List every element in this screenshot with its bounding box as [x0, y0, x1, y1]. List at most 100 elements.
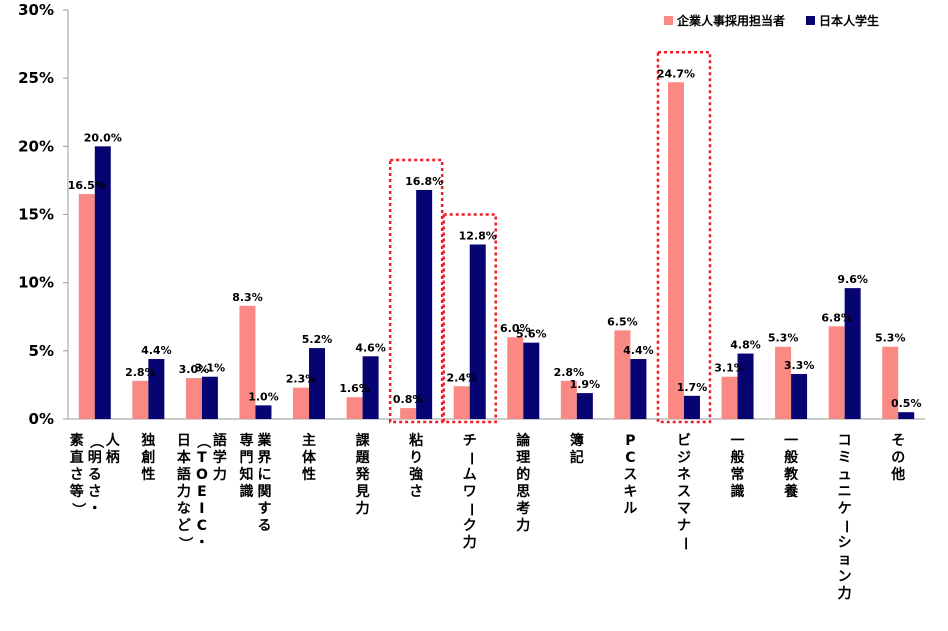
category-label-line: 一般教養 — [784, 433, 799, 500]
bar-series-2 — [630, 359, 647, 419]
data-label-series-2: 4.6% — [355, 341, 386, 354]
data-label-series-2: 1.0% — [248, 390, 279, 403]
category-label-line: 一般常識 — [730, 433, 745, 500]
bar-series-1 — [400, 408, 417, 419]
bar-series-1 — [507, 337, 524, 419]
bar-series-2 — [201, 376, 218, 419]
category-label-line: その他 — [891, 433, 906, 483]
data-label-series-2: 3.3% — [784, 359, 815, 372]
bar-series-2 — [737, 353, 754, 419]
bar-series-1 — [132, 380, 149, 419]
category-label-line: 語学力 — [212, 433, 227, 483]
bar-series-1 — [78, 194, 95, 419]
data-label-series-1: 2.4% — [446, 371, 477, 384]
legend-label-series-2: 日本人学生 — [819, 13, 879, 28]
category-label: ビジネスマナー — [676, 433, 692, 552]
y-tick-label: 30% — [18, 1, 54, 19]
category-label: 課題発見力 — [355, 433, 371, 518]
data-label-series-2: 4.4% — [141, 344, 172, 357]
category-label-line: 業界に関する — [257, 433, 272, 534]
data-label-series-2: 0.5% — [891, 397, 922, 410]
data-label-series-2: 9.6% — [837, 273, 868, 286]
data-label-series-1: 6.8% — [821, 311, 852, 324]
category-label: 一般教養 — [783, 433, 799, 501]
category-label-line: 主体性 — [302, 433, 317, 483]
data-label-series-1: 5.3% — [768, 332, 799, 345]
category-label: チームワーク力 — [462, 433, 478, 552]
category-label-line: コミュニケーション力 — [837, 433, 854, 602]
category-label-line: （T O E I C ・ — [194, 434, 211, 552]
category-label-line: 課題発見力 — [355, 433, 370, 517]
category-label-line: ビジネスマナー — [676, 433, 693, 551]
bar-series-1 — [560, 380, 577, 419]
bar-series-1 — [882, 346, 899, 419]
category-label: 論理的思考力 — [515, 433, 531, 535]
data-label-series-1: 2.8% — [125, 366, 156, 379]
data-label-series-2: 5.2% — [302, 333, 333, 346]
data-label-series-2: 1.9% — [570, 378, 601, 391]
bar-series-2 — [683, 395, 700, 419]
data-label-series-1: 6.0% — [500, 322, 531, 335]
bar-series-1 — [775, 346, 792, 419]
bar-series-2 — [309, 348, 326, 419]
category-label: 独創性 — [140, 433, 156, 484]
bar-series-1 — [828, 326, 845, 419]
data-label-series-1: 2.3% — [286, 373, 317, 386]
category-label-line: チームワーク力 — [462, 433, 479, 551]
category-label: 主体性 — [301, 433, 317, 484]
category-label: 語学力（T O E I C ・日本語力など） — [176, 433, 228, 552]
bar-series-1 — [453, 386, 470, 419]
bar-series-2 — [898, 412, 915, 419]
bar-series-1 — [721, 376, 738, 419]
legend-label-series-1: 企業人事採用担当者 — [676, 13, 785, 28]
bar-series-2 — [362, 356, 379, 419]
highlight-box — [388, 158, 444, 424]
data-label-series-2: 3.1% — [195, 362, 226, 375]
category-label-line: 独創性 — [141, 433, 156, 483]
data-label-series-1: 0.8% — [393, 393, 424, 406]
category-label: 粘り強さ — [408, 433, 424, 501]
data-label-series-1: 5.3% — [875, 332, 906, 345]
bar-series-2 — [791, 374, 808, 419]
highlight-box — [442, 213, 497, 424]
legend: 企業人事採用担当者 日本人学生 — [664, 13, 879, 28]
highlight-boxes — [388, 51, 712, 424]
bar-series-1 — [346, 397, 363, 419]
bar-series-1 — [667, 82, 684, 420]
data-label-series-2: 16.8% — [405, 175, 443, 188]
category-label-line: 論理的思考力 — [516, 433, 531, 534]
bar-series-2 — [94, 146, 111, 420]
bar-series-2 — [469, 244, 486, 419]
data-label-series-1: 3.1% — [714, 362, 745, 375]
legend-swatch-series-2 — [806, 16, 815, 25]
bar-series-2 — [844, 288, 861, 419]
bar-series-2 — [416, 189, 433, 419]
data-label-series-1: 6.5% — [607, 315, 638, 328]
category-label: 一般常識 — [730, 433, 746, 501]
bar-series-1 — [293, 387, 310, 419]
data-label-series-1: 8.3% — [232, 291, 263, 304]
y-tick-label: 0% — [29, 410, 54, 428]
category-label: 業界に関する専門知識 — [238, 433, 272, 535]
bar-series-2 — [148, 359, 165, 419]
bar-series-2 — [576, 393, 593, 419]
data-label-series-1: 3.0% — [179, 363, 210, 376]
data-label-series-2: 4.4% — [623, 344, 654, 357]
y-tick-label: 15% — [18, 206, 54, 224]
data-label-series-2: 1.7% — [677, 381, 708, 394]
data-labels: 16.5%20.0%2.8%4.4%3.0%3.1%8.3%1.0%2.3%5.… — [68, 67, 922, 410]
highlight-box — [656, 51, 712, 424]
data-label-series-1: 24.7% — [657, 67, 695, 80]
data-label-series-2: 20.0% — [84, 131, 122, 144]
category-label-line: 日本語力など） — [176, 433, 193, 551]
category-label: 簿記 — [569, 433, 585, 467]
bar-series-1 — [239, 305, 256, 419]
category-label-line: 専門知識 — [239, 433, 254, 500]
category-label-line: （明るさ・ — [87, 434, 104, 518]
data-label-series-1: 2.8% — [554, 366, 585, 379]
y-tick-label: 25% — [18, 69, 54, 87]
category-label-line: 粘り強さ — [409, 433, 424, 500]
bar-series-2 — [255, 405, 272, 419]
